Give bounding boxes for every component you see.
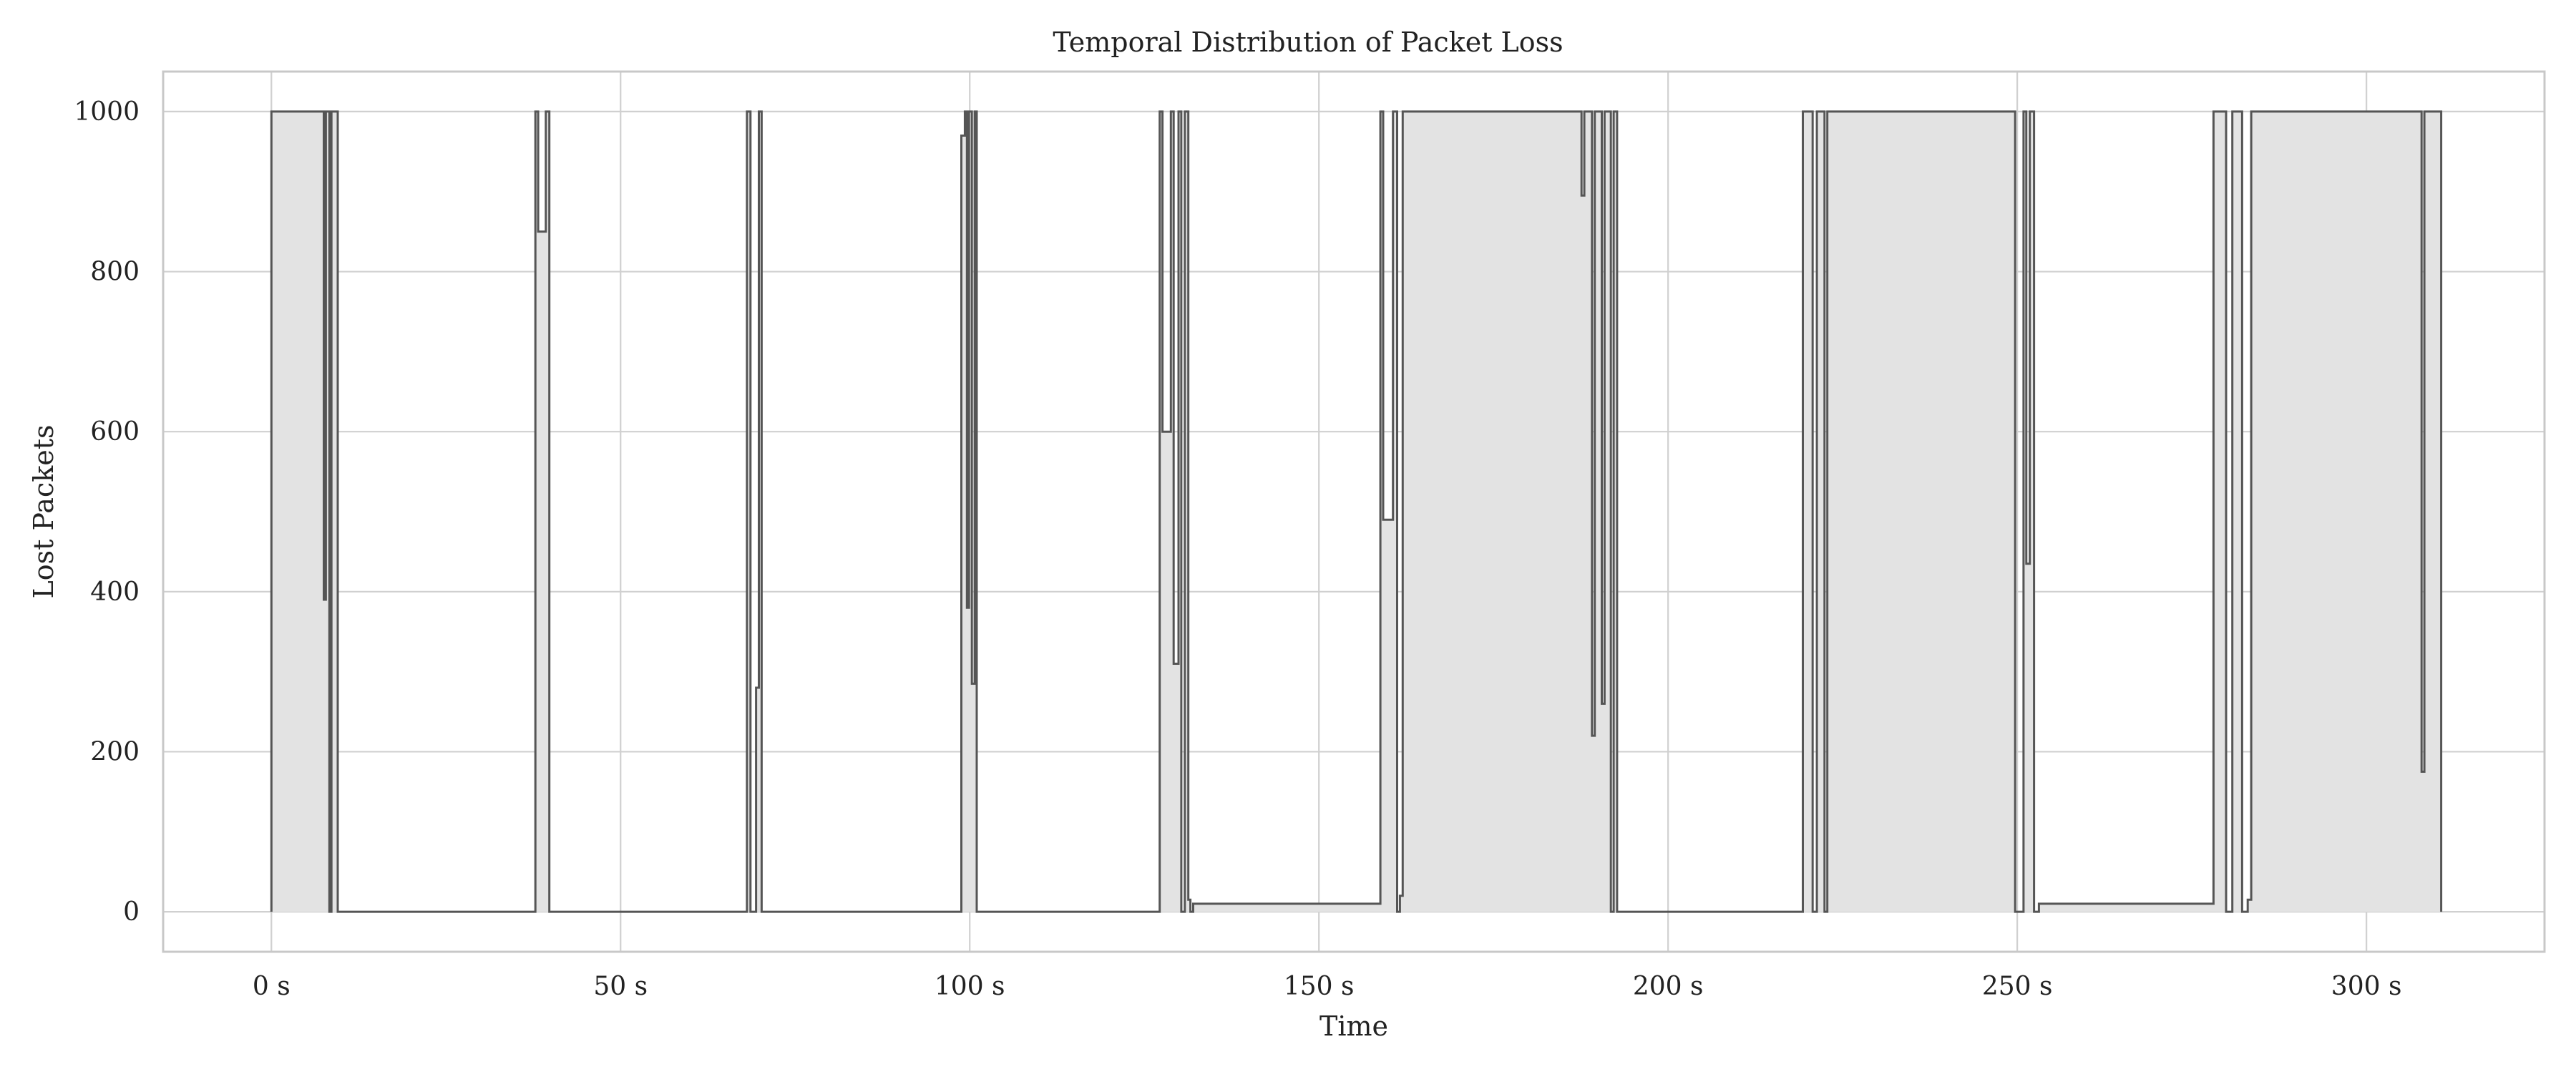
x-tick-label: 200 s — [1633, 972, 1704, 1001]
x-axis: 0 s 50 s 100 s 150 s 200 s 250 s 300 s — [253, 972, 2402, 1001]
y-tick-label: 800 — [90, 258, 140, 287]
loss-series-line — [270, 110, 2443, 913]
x-axis-label: Time — [1319, 1010, 1388, 1042]
chart-title: Temporal Distribution of Packet Loss — [1053, 26, 1563, 58]
plot-area — [270, 110, 2443, 913]
x-tick-label: 50 s — [593, 972, 648, 1001]
y-tick-label: 0 — [123, 897, 140, 927]
y-tick-label: 400 — [90, 578, 140, 607]
x-tick-label: 150 s — [1284, 972, 1355, 1001]
grid — [163, 72, 2545, 952]
x-tick-label: 100 s — [935, 972, 1005, 1001]
x-tick-label: 300 s — [2331, 972, 2402, 1001]
plot-frame — [162, 70, 2546, 953]
y-tick-label: 1000 — [74, 97, 140, 127]
x-tick-label: 250 s — [1982, 972, 2053, 1001]
y-tick-label: 600 — [90, 417, 140, 447]
y-axis-label: Lost Packets — [28, 424, 59, 598]
y-axis: 0 200 400 600 800 1000 — [74, 97, 140, 927]
y-tick-label: 200 — [90, 737, 140, 766]
loss-area — [271, 111, 2441, 912]
x-tick-label: 0 s — [253, 972, 291, 1001]
